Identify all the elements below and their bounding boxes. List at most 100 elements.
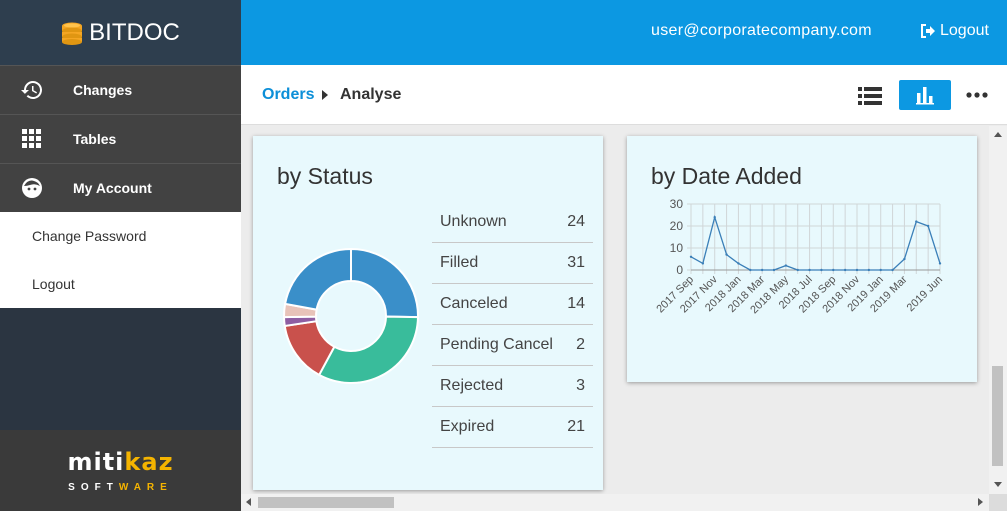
line-point bbox=[808, 268, 811, 272]
y-tick-label: 0 bbox=[676, 263, 683, 277]
line-point bbox=[843, 268, 847, 272]
donut-slice bbox=[283, 247, 352, 311]
status-label: Rejected bbox=[440, 377, 504, 394]
x-tick-label: 2019 Jun bbox=[905, 274, 945, 314]
top-bar: user@corporatecompany.com Logout bbox=[241, 0, 1007, 65]
logo-tag-a: SOFT bbox=[68, 482, 119, 493]
status-count: 24 bbox=[567, 213, 585, 230]
line-series bbox=[690, 214, 941, 271]
sidebar: BITDOC Changes Tables My Account Change bbox=[0, 0, 241, 511]
caret-right-icon bbox=[322, 90, 328, 100]
status-table: Unknown 24 Filled 31 Canceled 14 Pending Ca… bbox=[432, 202, 593, 448]
list-view-icon[interactable] bbox=[858, 84, 882, 108]
more-options-icon[interactable] bbox=[965, 91, 989, 99]
sidebar-item-changes[interactable]: Changes bbox=[0, 65, 241, 114]
date-card: by Date Added 0 10 20 30 2017 Sep 2017 Nov 201… bbox=[627, 136, 977, 382]
vertical-scroll-thumb[interactable] bbox=[992, 366, 1003, 466]
bar-chart-icon bbox=[916, 87, 934, 105]
sidebar-item-label: My Account bbox=[73, 180, 152, 196]
status-donut-chart bbox=[282, 247, 420, 384]
status-count: 31 bbox=[567, 254, 585, 271]
y-tick-label: 10 bbox=[670, 241, 684, 255]
submenu-logout[interactable]: Logout bbox=[32, 276, 75, 292]
chart-grid bbox=[687, 203, 941, 274]
line-point bbox=[915, 220, 918, 223]
sidebar-item-my-account[interactable]: My Account bbox=[0, 163, 241, 212]
user-email: user@corporatecompany.com bbox=[651, 22, 872, 39]
breadcrumb-orders[interactable]: Orders bbox=[262, 86, 315, 103]
status-count: 2 bbox=[576, 336, 585, 353]
status-card-title: by Status bbox=[277, 163, 373, 189]
horizontal-scroll-thumb[interactable] bbox=[258, 497, 394, 508]
brand[interactable]: BITDOC bbox=[0, 0, 241, 65]
content-area: by Status Unknown 24 Filled 31 Canceled 14 … bbox=[241, 126, 989, 494]
line-point bbox=[772, 268, 776, 272]
brand-name: BITDOC bbox=[89, 18, 180, 46]
scrollbar-corner bbox=[989, 494, 1007, 511]
grid-icon bbox=[17, 127, 47, 151]
line-point bbox=[796, 268, 799, 272]
status-label: Filled bbox=[440, 254, 479, 271]
line-point bbox=[760, 268, 764, 272]
line-point bbox=[820, 268, 823, 272]
line-point bbox=[855, 268, 859, 272]
vertical-scrollbar[interactable] bbox=[989, 126, 1007, 494]
status-label: Unknown bbox=[440, 213, 507, 230]
mitikaz-logo: mitikaz SOFTWARE bbox=[0, 430, 241, 511]
coin-stack-icon bbox=[62, 22, 83, 45]
account-submenu: Change Password Logout bbox=[0, 212, 241, 308]
donut-slice bbox=[317, 315, 420, 384]
status-row: Filled 31 bbox=[432, 243, 593, 284]
sidebar-item-label: Tables bbox=[73, 131, 117, 147]
status-label: Canceled bbox=[440, 295, 508, 312]
line-point bbox=[891, 268, 894, 272]
status-count: 21 bbox=[567, 418, 585, 435]
scroll-down-icon[interactable] bbox=[994, 482, 1002, 487]
history-icon bbox=[17, 78, 47, 102]
toolbar: Orders Analyse bbox=[241, 65, 1007, 125]
logout-label: Logout bbox=[940, 22, 989, 39]
line-point bbox=[725, 253, 728, 256]
chart-view-button[interactable] bbox=[899, 80, 951, 110]
logo-tag-b: WARE bbox=[118, 482, 173, 493]
logout-button[interactable]: Logout bbox=[921, 22, 989, 40]
status-count: 3 bbox=[576, 377, 585, 394]
donut-slice bbox=[350, 247, 419, 319]
logo-text-b: kaz bbox=[124, 448, 174, 476]
line-point bbox=[879, 268, 882, 272]
status-count: 14 bbox=[567, 295, 585, 312]
sidebar-item-tables[interactable]: Tables bbox=[0, 114, 241, 163]
line-point bbox=[832, 268, 835, 272]
horizontal-scrollbar[interactable] bbox=[241, 494, 989, 511]
y-tick-label: 20 bbox=[670, 219, 684, 233]
status-row: Rejected 3 bbox=[432, 366, 593, 407]
date-card-title: by Date Added bbox=[651, 163, 802, 189]
line-point bbox=[689, 255, 693, 258]
status-label: Expired bbox=[440, 418, 495, 435]
scroll-right-icon[interactable] bbox=[978, 498, 983, 506]
y-tick-label: 30 bbox=[670, 197, 684, 211]
line-point bbox=[938, 262, 942, 265]
line-point bbox=[737, 262, 740, 265]
line-point bbox=[867, 268, 871, 272]
line-point bbox=[926, 224, 930, 228]
face-icon bbox=[17, 176, 47, 200]
submenu-change-password[interactable]: Change Password bbox=[32, 228, 147, 244]
line-point bbox=[749, 268, 752, 272]
status-row: Pending Cancel 2 bbox=[432, 325, 593, 366]
scroll-up-icon[interactable] bbox=[994, 132, 1002, 137]
line-point bbox=[903, 257, 906, 261]
line-point bbox=[784, 264, 788, 267]
breadcrumb-analyse: Analyse bbox=[340, 86, 402, 103]
status-card: by Status Unknown 24 Filled 31 Canceled 14 … bbox=[253, 136, 603, 490]
line-point bbox=[701, 262, 705, 265]
sidebar-item-label: Changes bbox=[73, 82, 133, 98]
status-row: Expired 21 bbox=[432, 407, 593, 448]
line-point bbox=[713, 216, 716, 219]
status-label: Pending Cancel bbox=[440, 336, 553, 353]
scroll-left-icon[interactable] bbox=[246, 498, 251, 506]
status-row: Canceled 14 bbox=[432, 284, 593, 325]
status-row: Unknown 24 bbox=[432, 202, 593, 243]
logout-icon bbox=[921, 24, 935, 38]
